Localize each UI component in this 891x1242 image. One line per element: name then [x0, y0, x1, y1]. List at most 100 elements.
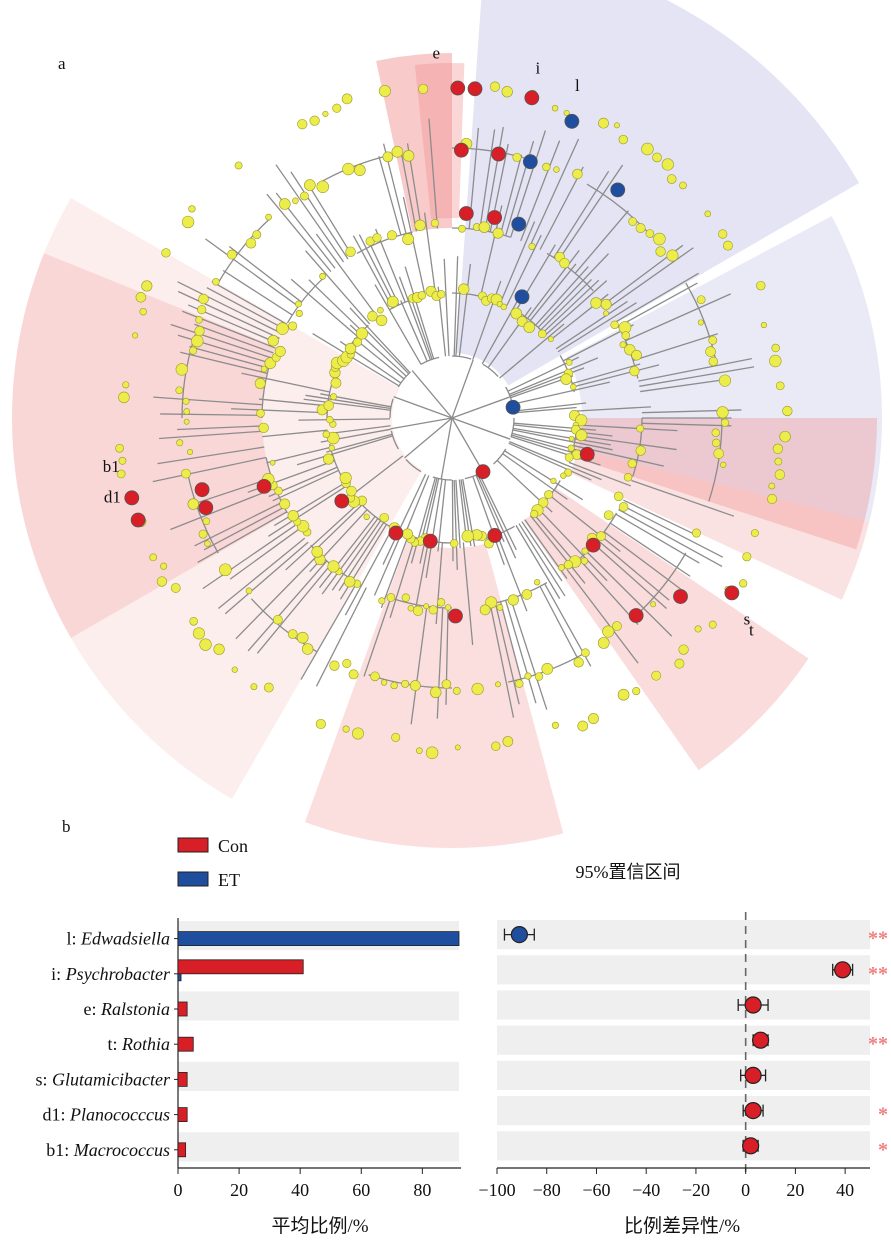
node-dot [390, 681, 398, 690]
branch-arc [420, 356, 440, 365]
branch [393, 396, 453, 419]
node-dot [402, 233, 414, 246]
node-dot [198, 293, 209, 305]
branch [262, 429, 328, 438]
node-dot [213, 643, 225, 655]
branch [618, 282, 698, 328]
branch [513, 406, 577, 414]
biomarker-node [522, 154, 538, 170]
branch [529, 138, 580, 246]
branch-arc [546, 252, 594, 292]
node-dot [115, 443, 124, 453]
node-dot [315, 718, 326, 730]
branch [266, 193, 332, 273]
node-dot [449, 539, 459, 548]
ci-point [510, 925, 528, 944]
branch [298, 418, 391, 421]
branch [539, 586, 579, 659]
node-dot [292, 197, 299, 205]
branch [378, 156, 402, 236]
node-dot [772, 443, 783, 454]
node-dot [175, 386, 184, 395]
panel-a: a e i l st d1 b1 [12, 0, 883, 849]
node-dot [492, 227, 504, 239]
branch [510, 598, 548, 710]
node-dot [612, 621, 622, 631]
branch [640, 378, 731, 393]
branch [160, 413, 263, 416]
branch [398, 276, 431, 361]
node-dot [182, 397, 190, 405]
panel-label-b: b [62, 817, 71, 836]
branch [266, 446, 331, 464]
node-dot [416, 747, 423, 755]
branch [453, 256, 459, 357]
branch [305, 250, 371, 325]
biomarker-node [610, 182, 626, 198]
branch [170, 323, 272, 359]
node-dot [645, 229, 655, 238]
mean-proportion-bar-chart: l: Edwadsiella i: Psychrobacter e: Ralston… [36, 918, 461, 1200]
node-dot [598, 117, 609, 129]
biomarker-node [334, 493, 350, 509]
node-dot [580, 557, 589, 565]
branch [527, 250, 580, 319]
node-dot [510, 307, 523, 320]
node-dot [391, 146, 404, 158]
branch [615, 513, 700, 564]
biomarker-node [450, 80, 466, 96]
row-band [497, 920, 870, 950]
branch [597, 539, 670, 601]
branch [625, 293, 731, 342]
branch [553, 170, 610, 258]
node-dot [750, 529, 759, 538]
node-dot [774, 457, 783, 466]
node-dot [655, 246, 666, 257]
branch-arc [451, 355, 472, 360]
branch-arc [685, 282, 717, 362]
branch [194, 501, 283, 547]
node-dot [332, 103, 342, 113]
node-dot [378, 597, 386, 605]
node-dot [666, 249, 679, 262]
branch [521, 521, 563, 582]
branch [423, 212, 437, 295]
node-dot [572, 168, 583, 180]
node-dot [550, 477, 557, 484]
node-dot [149, 553, 158, 562]
node-dot [279, 198, 291, 210]
node-dot [407, 605, 415, 612]
node-dot [132, 332, 139, 339]
branch [177, 425, 263, 431]
node-dot [351, 727, 364, 740]
biomarker-node [453, 142, 469, 158]
node-dot [256, 409, 265, 418]
cladogram: e i l st d1 b1 [12, 0, 883, 849]
node-dot [661, 158, 674, 171]
branch-arc [432, 476, 453, 481]
x-tick-label: 80 [413, 1180, 431, 1200]
node-dot [195, 316, 203, 324]
branch [411, 370, 453, 419]
ci-point [744, 1066, 762, 1085]
node-dot [258, 422, 269, 434]
node-dot [139, 307, 147, 316]
node-dot [666, 174, 677, 184]
branch [189, 346, 269, 369]
node-dot [254, 378, 266, 389]
branch [477, 474, 517, 559]
node-dot [617, 688, 630, 701]
branch [290, 278, 358, 337]
bar-con [177, 1072, 188, 1087]
branch [420, 478, 438, 543]
branch [484, 126, 504, 231]
branch [458, 263, 472, 357]
branch [326, 433, 393, 453]
node-dot [563, 560, 573, 570]
biomarker-node [505, 399, 521, 415]
node-dot [287, 629, 298, 639]
node-dot [444, 604, 452, 611]
branch [513, 402, 587, 412]
node-dot [425, 746, 439, 759]
branch [545, 280, 608, 336]
